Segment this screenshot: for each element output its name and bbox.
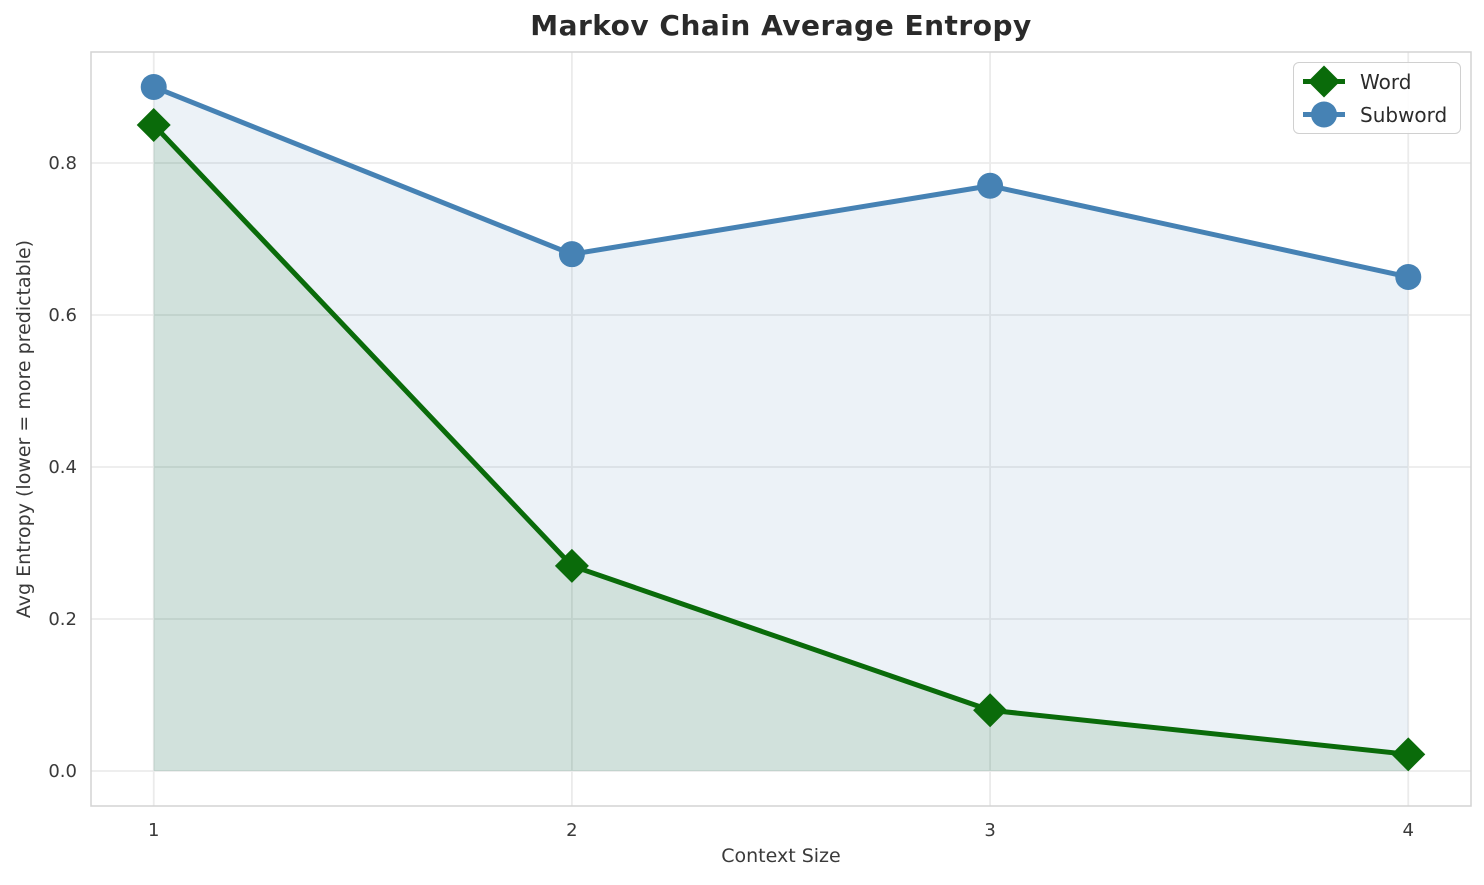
word-line xyxy=(151,123,1409,757)
y-tick-label: 0.2 xyxy=(48,609,77,630)
subword-line xyxy=(152,84,1409,280)
x-tick-label: 3 xyxy=(984,820,995,841)
y-tick-label: 0.8 xyxy=(48,153,77,174)
subword-area-fill xyxy=(153,86,1409,772)
y-tick-label: 0.0 xyxy=(48,761,77,782)
subword-marker xyxy=(140,73,167,100)
word-marker xyxy=(554,548,589,583)
y-tick-label: 0.6 xyxy=(48,305,77,326)
x-tick-label: 2 xyxy=(566,820,577,841)
plot-border xyxy=(90,51,1472,807)
y-tick-label: 0.4 xyxy=(48,457,77,478)
word-diamond-icon xyxy=(1303,65,1345,98)
subword-marker xyxy=(977,172,1004,199)
subword-marker xyxy=(558,241,585,268)
legend: Word Subword xyxy=(1293,62,1461,134)
x-tick-label: 1 xyxy=(148,820,159,841)
word-marker xyxy=(973,693,1008,728)
legend-item-word: Word xyxy=(1301,65,1450,98)
legend-label-word: Word xyxy=(1360,69,1412,94)
legend-item-subword: Subword xyxy=(1301,98,1450,131)
word-area-fill xyxy=(153,124,1409,772)
chart-title: Markov Chain Average Entropy xyxy=(530,9,1032,42)
x-axis-label: Context Size xyxy=(721,845,841,867)
legend-label-subword: Subword xyxy=(1360,102,1448,127)
subword-circle-icon xyxy=(1303,101,1345,128)
y-axis-label: Avg Entropy (lower = more predictable) xyxy=(13,239,35,619)
x-tick-label: 4 xyxy=(1403,820,1414,841)
subword-marker xyxy=(1395,263,1422,290)
word-marker xyxy=(136,107,171,142)
word-marker xyxy=(1391,737,1426,772)
